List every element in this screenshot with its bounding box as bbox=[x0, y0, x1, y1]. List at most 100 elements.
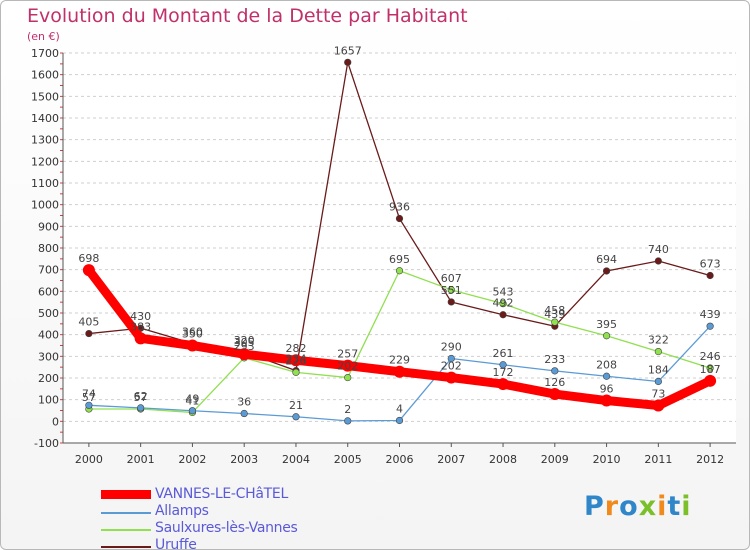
data-label: 208 bbox=[596, 358, 617, 371]
data-label: 229 bbox=[389, 354, 410, 367]
data-point bbox=[341, 359, 354, 372]
data-label: 383 bbox=[130, 320, 151, 333]
data-label: 202 bbox=[441, 360, 462, 373]
x-tick-label: 2010 bbox=[593, 453, 621, 466]
data-point bbox=[600, 394, 613, 407]
data-point bbox=[137, 404, 145, 412]
logo-letter: P bbox=[584, 491, 605, 522]
legend-swatch-allamps bbox=[101, 512, 151, 514]
data-label: 234 bbox=[285, 353, 306, 366]
data-point bbox=[551, 318, 559, 326]
data-point bbox=[395, 267, 404, 275]
data-label: 458 bbox=[544, 304, 565, 317]
data-point bbox=[82, 264, 95, 277]
data-label: 184 bbox=[648, 363, 669, 376]
y-tick-label: 200 bbox=[38, 372, 59, 385]
data-label: 73 bbox=[651, 388, 665, 401]
data-label: 492 bbox=[493, 297, 514, 310]
y-tick-label: 1100 bbox=[31, 177, 59, 190]
data-point bbox=[548, 388, 561, 401]
x-tick-label: 2008 bbox=[489, 453, 517, 466]
legend-swatch-uruffe bbox=[101, 546, 151, 548]
data-point bbox=[186, 339, 199, 352]
data-label: 305 bbox=[234, 336, 255, 349]
data-point bbox=[497, 378, 510, 391]
y-tick-label: 1000 bbox=[31, 199, 59, 212]
data-label: 395 bbox=[596, 318, 617, 331]
data-label: 282 bbox=[285, 342, 306, 355]
data-point bbox=[188, 407, 197, 415]
data-label: 187 bbox=[700, 363, 721, 376]
y-tick-label: 1500 bbox=[31, 90, 59, 103]
x-tick-label: 2003 bbox=[230, 453, 258, 466]
data-label: 293 bbox=[234, 340, 255, 353]
data-label: 290 bbox=[441, 341, 462, 354]
logo-letter: i bbox=[681, 491, 692, 522]
data-point bbox=[652, 399, 665, 412]
data-label: 21 bbox=[289, 399, 303, 412]
data-point bbox=[706, 322, 714, 330]
data-point bbox=[344, 417, 352, 425]
y-tick-label: 400 bbox=[38, 329, 59, 342]
data-label: 695 bbox=[389, 253, 410, 266]
y-tick-label: 1400 bbox=[31, 112, 59, 125]
data-point bbox=[395, 214, 404, 223]
logo-letter: x bbox=[638, 491, 658, 522]
data-label: 607 bbox=[441, 272, 462, 285]
logo-letter: t bbox=[667, 491, 682, 522]
y-tick-label: 300 bbox=[38, 350, 59, 363]
data-label: 430 bbox=[130, 310, 151, 323]
data-point bbox=[393, 365, 406, 378]
x-tick-label: 2000 bbox=[75, 453, 103, 466]
data-label: 694 bbox=[596, 253, 617, 266]
data-label: 350 bbox=[182, 328, 203, 341]
data-label: 360 bbox=[182, 325, 203, 338]
data-point bbox=[292, 368, 300, 376]
data-label: 261 bbox=[493, 347, 514, 360]
data-label: 698 bbox=[78, 252, 99, 265]
data-point bbox=[654, 347, 662, 356]
x-tick-label: 2002 bbox=[178, 453, 206, 466]
data-point bbox=[445, 371, 458, 384]
data-point bbox=[134, 332, 147, 345]
data-label: 439 bbox=[700, 308, 721, 321]
data-label: 4 bbox=[396, 402, 403, 415]
data-label: 551 bbox=[441, 284, 462, 297]
y-tick-label: 500 bbox=[38, 307, 59, 320]
data-label: 96 bbox=[600, 383, 614, 396]
data-label: 36 bbox=[237, 396, 251, 409]
proxiti-logo: Proxiti bbox=[584, 491, 692, 522]
data-point bbox=[447, 286, 455, 294]
data-label: 172 bbox=[493, 366, 514, 379]
data-label: 226 bbox=[285, 354, 306, 367]
logo-letter: r bbox=[604, 491, 620, 522]
data-label: 49 bbox=[185, 393, 199, 406]
data-point bbox=[85, 329, 93, 338]
y-tick-label: 100 bbox=[38, 394, 59, 407]
x-tick-label: 2001 bbox=[127, 453, 155, 466]
data-label: 233 bbox=[544, 353, 565, 366]
data-point bbox=[654, 377, 662, 386]
x-tick-label: 2009 bbox=[541, 453, 569, 466]
y-tick-label: 800 bbox=[38, 242, 59, 255]
data-point bbox=[85, 401, 93, 409]
data-label: 740 bbox=[648, 243, 669, 256]
data-point bbox=[289, 354, 302, 367]
x-tick-label: 2005 bbox=[334, 453, 362, 466]
data-point bbox=[344, 373, 352, 382]
x-tick-label: 2004 bbox=[282, 453, 310, 466]
y-tick-label: -100 bbox=[34, 437, 59, 450]
legend-label-allamps: Allamps bbox=[155, 503, 209, 519]
x-tick-label: 2012 bbox=[696, 453, 724, 466]
data-label: 246 bbox=[700, 350, 721, 363]
x-tick-label: 2007 bbox=[437, 453, 465, 466]
y-tick-label: 1600 bbox=[31, 69, 59, 82]
data-point bbox=[602, 332, 611, 340]
x-tick-label: 2006 bbox=[386, 453, 414, 466]
data-point bbox=[447, 298, 455, 306]
data-point bbox=[292, 413, 300, 421]
data-label: 543 bbox=[493, 286, 514, 299]
chart-title: Evolution du Montant de la Dette par Hab… bbox=[27, 5, 468, 27]
data-point bbox=[499, 361, 507, 369]
